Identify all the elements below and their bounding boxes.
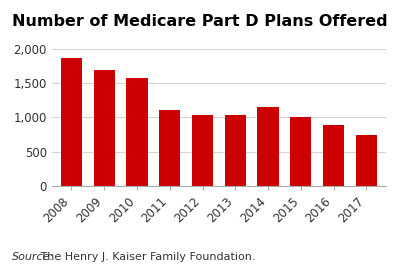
Bar <box>126 78 148 186</box>
Text: Number of Medicare Part D Plans Offered: Number of Medicare Part D Plans Offered <box>12 14 388 29</box>
Bar <box>61 58 82 186</box>
Bar <box>258 107 279 186</box>
Bar <box>192 115 213 186</box>
Text: The Henry J. Kaiser Family Foundation.: The Henry J. Kaiser Family Foundation. <box>37 252 256 262</box>
Bar <box>159 110 180 186</box>
Bar <box>224 115 246 186</box>
Bar <box>323 125 344 186</box>
Bar <box>290 117 312 186</box>
Text: Source:: Source: <box>12 252 54 262</box>
Bar <box>356 135 377 186</box>
Bar <box>94 70 115 186</box>
